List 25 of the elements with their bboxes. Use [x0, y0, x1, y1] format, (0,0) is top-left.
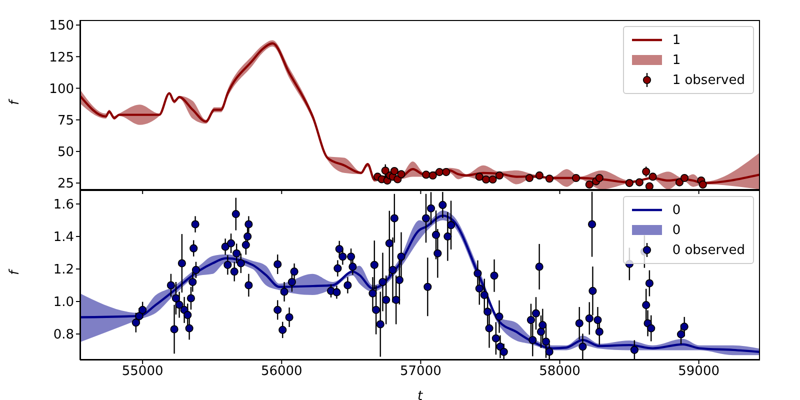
y-tick-label: 25: [57, 176, 74, 192]
y-axis-title: f: [8, 98, 23, 105]
y-tick-label: 1.6: [53, 198, 74, 213]
y-tick-label: 0.8: [53, 328, 74, 343]
x-tick-label: 55000: [122, 364, 164, 380]
y-tick-label: 75: [57, 113, 74, 128]
legend-label: 1 observed: [672, 72, 745, 88]
x-tick-label: 58000: [539, 364, 580, 380]
x-tick-label: 59000: [678, 364, 720, 380]
legend-label: 1: [672, 32, 681, 48]
x-tick-label: 57000: [400, 364, 442, 380]
x-axis-title: t: [417, 389, 424, 400]
y-tick-label: 1.2: [53, 262, 74, 278]
legend-label: 0: [672, 202, 681, 218]
text: 1: [672, 52, 681, 68]
y-tick-label: 1.0: [53, 295, 74, 310]
legend-label: 0 observed: [672, 242, 745, 258]
y-tick-label: 50: [57, 145, 74, 160]
y-tick-label: 100: [49, 82, 74, 97]
y-tick-label: 1.4: [53, 230, 74, 246]
y-tick-label: 150: [49, 18, 74, 34]
y-axis-title: f: [8, 268, 23, 275]
y-tick-label: 125: [49, 50, 74, 66]
x-tick-label: 56000: [260, 364, 302, 380]
text: 0: [672, 222, 681, 238]
